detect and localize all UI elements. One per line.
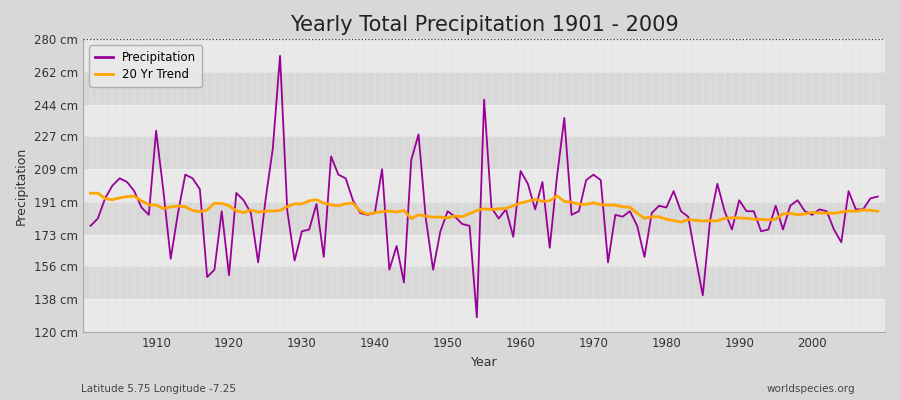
Bar <box>83 169 885 202</box>
Bar <box>83 39 885 72</box>
Bar <box>83 299 885 332</box>
Bar <box>83 72 885 105</box>
Title: Yearly Total Precipitation 1901 - 2009: Yearly Total Precipitation 1901 - 2009 <box>290 15 679 35</box>
Bar <box>83 202 885 235</box>
Legend: Precipitation, 20 Yr Trend: Precipitation, 20 Yr Trend <box>89 45 202 86</box>
Y-axis label: Precipitation: Precipitation <box>15 146 28 225</box>
Text: worldspecies.org: worldspecies.org <box>767 384 855 394</box>
Bar <box>83 235 885 266</box>
Bar <box>83 136 885 169</box>
Text: Latitude 5.75 Longitude -7.25: Latitude 5.75 Longitude -7.25 <box>81 384 236 394</box>
Bar <box>83 266 885 299</box>
X-axis label: Year: Year <box>471 356 498 369</box>
Bar <box>83 105 885 136</box>
